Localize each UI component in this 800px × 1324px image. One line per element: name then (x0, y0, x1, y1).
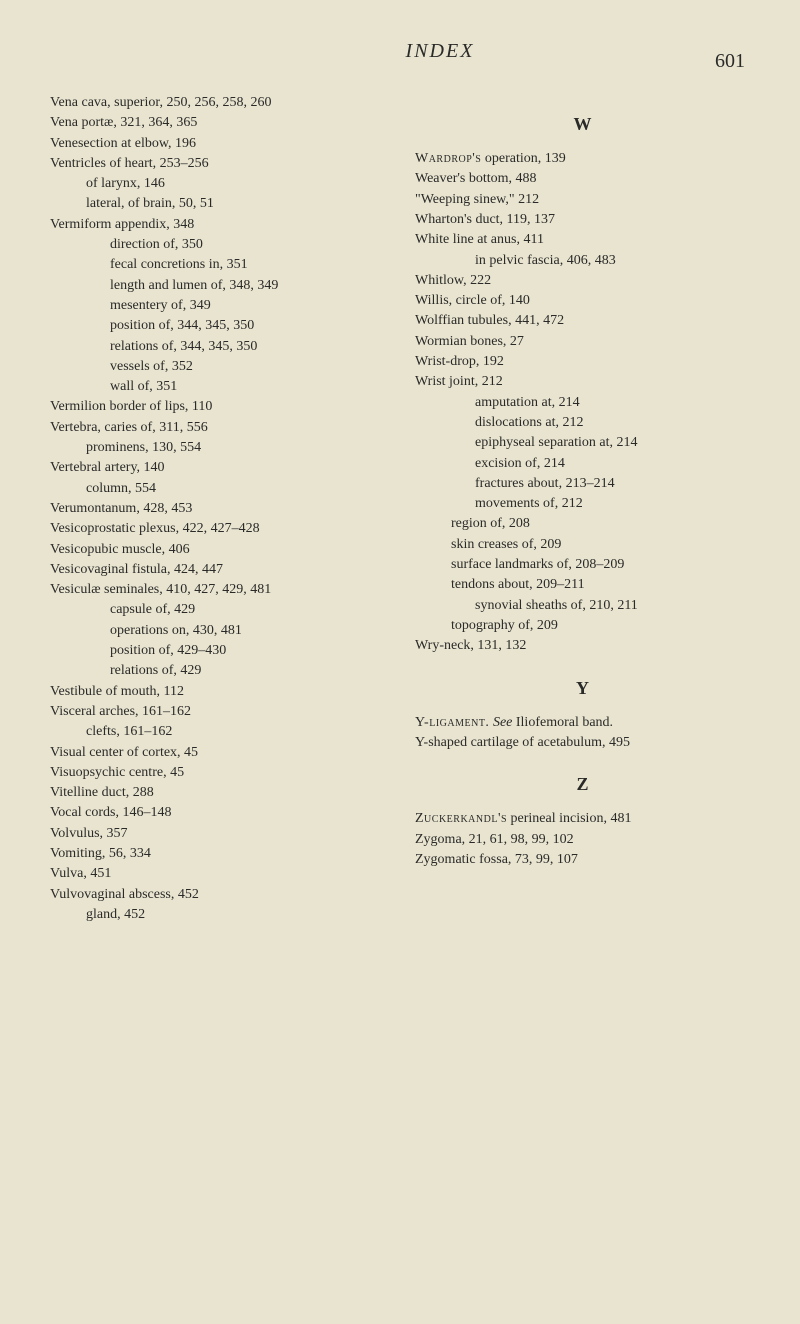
index-entry: relations of, 429 (50, 661, 385, 681)
index-entry: position of, 344, 345, 350 (50, 316, 385, 336)
page-number: 601 (715, 50, 745, 73)
index-entry: "Weeping sinew," 212 (415, 190, 750, 210)
index-entry: Vena portæ, 321, 364, 365 (50, 113, 385, 133)
index-entry: Vesicovaginal fistula, 424, 447 (50, 560, 385, 580)
index-entry: Visceral arches, 161–162 (50, 702, 385, 722)
index-entry: prominens, 130, 554 (50, 438, 385, 458)
index-entry: vessels of, 352 (50, 357, 385, 377)
index-entry: synovial sheaths of, 210, 211 (415, 596, 750, 616)
index-entry: Vulva, 451 (50, 864, 385, 884)
index-entry: in pelvic fascia, 406, 483 (415, 251, 750, 271)
index-entry: direction of, 350 (50, 235, 385, 255)
index-entry: epiphyseal separation at, 214 (415, 433, 750, 453)
index-entry: clefts, 161–162 (50, 722, 385, 742)
index-entry-head: Wardrop's (415, 151, 481, 166)
index-entry: Wolffian tubules, 441, 472 (415, 311, 750, 331)
index-entry: Vertebra, caries of, 311, 556 (50, 418, 385, 438)
index-entry: Vomiting, 56, 334 (50, 844, 385, 864)
index-entry: gland, 452 (50, 905, 385, 925)
index-entry: Vitelline duct, 288 (50, 783, 385, 803)
index-entry: Zygoma, 21, 61, 98, 99, 102 (415, 830, 750, 850)
index-entry: Vesicoprostatic plexus, 422, 427–428 (50, 519, 385, 539)
index-entry: skin creases of, 209 (415, 535, 750, 555)
index-title: INDEX (130, 40, 750, 63)
index-entry: Wrist-drop, 192 (415, 352, 750, 372)
index-entry: position of, 429–430 (50, 641, 385, 661)
index-entry: Weaver's bottom, 488 (415, 169, 750, 189)
index-entry: of larynx, 146 (50, 174, 385, 194)
index-columns: Vena cava, superior, 250, 256, 258, 260V… (50, 93, 750, 925)
index-entry: Whitlow, 222 (415, 271, 750, 291)
index-entry: length and lumen of, 348, 349 (50, 276, 385, 296)
index-entry: relations of, 344, 345, 350 (50, 337, 385, 357)
index-entry-suffix: perineal incision, 481 (507, 811, 631, 826)
index-entry: wall of, 351 (50, 377, 385, 397)
index-entry: Visual center of cortex, 45 (50, 743, 385, 763)
index-entry-suffix: operation, 139 (481, 151, 565, 166)
index-entry: Vena cava, superior, 250, 256, 258, 260 (50, 93, 385, 113)
right-column: WWardrop's operation, 139Weaver's bottom… (415, 93, 750, 925)
section-letter: W (415, 111, 750, 137)
index-entry: Vestibule of mouth, 112 (50, 682, 385, 702)
index-entry: region of, 208 (415, 514, 750, 534)
index-entry: operations on, 430, 481 (50, 621, 385, 641)
index-entry: Vesiculæ seminales, 410, 427, 429, 481 (50, 580, 385, 600)
index-entry-head: Y-ligament. (415, 715, 489, 730)
index-entry-head: Zuckerkandl's (415, 811, 507, 826)
index-entry: Wrist joint, 212 (415, 372, 750, 392)
section-letter: Z (415, 771, 750, 797)
index-entry: Wormian bones, 27 (415, 332, 750, 352)
index-entry: fractures about, 213–214 (415, 474, 750, 494)
index-entry: Ventricles of heart, 253–256 (50, 154, 385, 174)
index-entry: Vulvovaginal abscess, 452 (50, 885, 385, 905)
index-entry: movements of, 212 (415, 494, 750, 514)
index-entry-suffix: See Iliofemoral band. (489, 715, 613, 730)
index-entry: Zygomatic fossa, 73, 99, 107 (415, 850, 750, 870)
index-entry: Willis, circle of, 140 (415, 291, 750, 311)
index-entry: Volvulus, 357 (50, 824, 385, 844)
index-entry: dislocations at, 212 (415, 413, 750, 433)
index-entry: Wardrop's operation, 139 (415, 149, 750, 169)
index-entry: Vertebral artery, 140 (50, 458, 385, 478)
index-entry: Zuckerkandl's perineal incision, 481 (415, 809, 750, 829)
index-entry: Visuopsychic centre, 45 (50, 763, 385, 783)
index-entry: Y-ligament. See Iliofemoral band. (415, 713, 750, 733)
index-entry: Wharton's duct, 119, 137 (415, 210, 750, 230)
index-entry: fecal concretions in, 351 (50, 255, 385, 275)
header-row: INDEX 601 (50, 40, 750, 63)
index-entry: column, 554 (50, 479, 385, 499)
index-entry: Wry-neck, 131, 132 (415, 636, 750, 656)
index-entry: tendons about, 209–211 (415, 575, 750, 595)
index-entry: Verumontanum, 428, 453 (50, 499, 385, 519)
index-entry: Vermiform appendix, 348 (50, 215, 385, 235)
index-entry: capsule of, 429 (50, 600, 385, 620)
index-entry: White line at anus, 411 (415, 230, 750, 250)
section-letter: Y (415, 675, 750, 701)
index-entry: mesentery of, 349 (50, 296, 385, 316)
index-entry: Y-shaped cartilage of acetabulum, 495 (415, 733, 750, 753)
index-entry: Venesection at elbow, 196 (50, 134, 385, 154)
index-entry: Vocal cords, 146–148 (50, 803, 385, 823)
index-entry: amputation at, 214 (415, 393, 750, 413)
left-column: Vena cava, superior, 250, 256, 258, 260V… (50, 93, 385, 925)
index-entry: Vermilion border of lips, 110 (50, 397, 385, 417)
index-entry: lateral, of brain, 50, 51 (50, 194, 385, 214)
index-entry: surface landmarks of, 208–209 (415, 555, 750, 575)
index-entry: Vesicopubic muscle, 406 (50, 540, 385, 560)
index-entry: topography of, 209 (415, 616, 750, 636)
index-entry: excision of, 214 (415, 454, 750, 474)
